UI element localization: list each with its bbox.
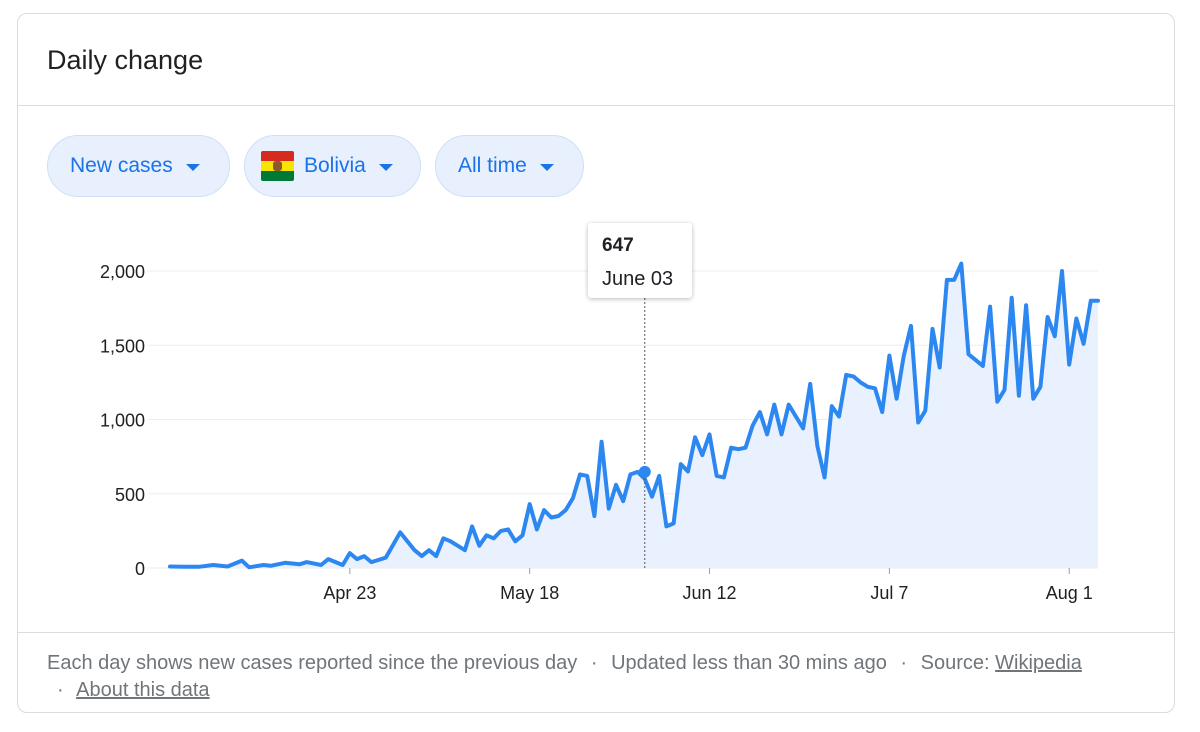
series-line <box>168 261 1100 570</box>
y-tick-label: 2,000 <box>100 262 145 282</box>
metric-filter-label: New cases <box>70 154 173 177</box>
tooltip-date: June 03 <box>602 268 674 290</box>
region-filter-button[interactable]: Bolivia <box>244 135 421 197</box>
y-tick-label: 1,000 <box>100 411 145 431</box>
x-tick-label: Jul 7 <box>870 583 908 603</box>
card-title: Daily change <box>47 45 204 75</box>
tooltip-value: 647 <box>602 235 634 256</box>
chart-tooltip: 647 June 03 <box>588 223 692 298</box>
series-area <box>170 263 1098 568</box>
range-filter-button[interactable]: All time <box>435 135 584 197</box>
range-filter-label: All time <box>458 154 527 177</box>
wikipedia-link[interactable]: Wikipedia <box>995 652 1082 674</box>
chevron-down-icon <box>185 163 200 171</box>
about-data-link[interactable]: About this data <box>76 679 210 701</box>
highlight-point <box>638 465 651 478</box>
chevron-down-icon <box>539 163 554 171</box>
header-divider <box>18 105 1174 106</box>
footer-separator: · <box>57 679 64 701</box>
footer: Each day shows new cases reported since … <box>47 650 1147 704</box>
footer-updated: Updated less than 30 mins ago <box>611 652 887 674</box>
region-filter-label: Bolivia <box>304 154 366 177</box>
y-tick-label: 500 <box>115 485 145 505</box>
footer-divider <box>18 632 1174 633</box>
chevron-down-icon <box>378 163 393 171</box>
daily-change-chart[interactable]: 0 500 1,000 1,500 2,000 Apr 23 May 18 Jun 12 Jul… <box>18 14 1175 624</box>
footer-description: Each day shows new cases reported since … <box>47 652 578 674</box>
x-tick-label: May 18 <box>500 583 559 603</box>
footer-separator: · <box>900 652 908 674</box>
footer-source-label: Source: <box>920 652 990 674</box>
y-tick-label: 0 <box>135 559 145 579</box>
x-tick-label: Apr 23 <box>323 583 376 603</box>
x-tick-label: Aug 1 <box>1046 583 1093 603</box>
footer-separator: · <box>590 652 598 674</box>
x-tick-label: Jun 12 <box>683 583 737 603</box>
bolivia-flag-icon <box>261 151 294 181</box>
y-tick-label: 1,500 <box>100 336 145 356</box>
metric-filter-button[interactable]: New cases <box>47 135 230 197</box>
daily-change-card: Daily change New cases Bolivia All time … <box>17 13 1175 713</box>
